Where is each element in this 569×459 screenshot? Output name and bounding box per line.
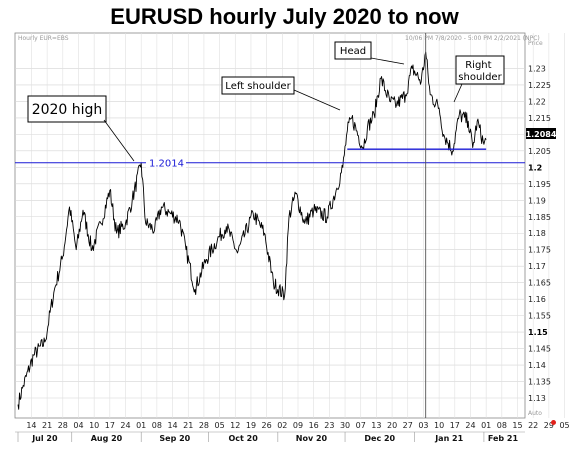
x-day-label: 10: [89, 421, 99, 430]
y-tick-label: 1.185: [528, 213, 551, 222]
x-day-label: 08: [152, 421, 162, 430]
x-day-label: 22: [528, 421, 538, 430]
callout-right-shoulder-text: Right shoulder: [458, 60, 502, 83]
callout-right-shoulder-line2: shoulder: [458, 72, 502, 83]
x-month-label: Nov 20: [296, 434, 328, 443]
x-day-label: 28: [199, 421, 209, 430]
x-day-label: 20: [387, 421, 397, 430]
callout-left-shoulder-box: [221, 76, 295, 95]
x-axis-ticks: 14 21 28 04 10 17 24 01 08 14 21 28 05 12 19 26 02 09 16 23…: [15, 421, 569, 443]
callout-head-pointer: [370, 57, 405, 65]
x-month-label: Feb 21: [488, 434, 519, 443]
y-tick-label: 1.215: [528, 114, 551, 123]
y-tick-label: 1.15: [528, 328, 548, 337]
chart-title: EURUSD hourly July 2020 to now: [110, 4, 459, 29]
x-day-label: 17: [450, 421, 460, 430]
level-lines: 1.2014: [15, 33, 525, 418]
y-tick-label: 1.19: [528, 196, 546, 205]
y-tick-label: 1.22: [528, 97, 546, 106]
y-axis-ticks: 1.13 1.135 1.14 1.145 1.15 1.155 1.16 1.165 1.17…: [528, 64, 551, 403]
x-day-label: 17: [105, 421, 115, 430]
callout-2020-high-pointer: [103, 119, 135, 162]
y-tick-label: 1.14: [528, 361, 546, 370]
header-left-label: Hourly EUR=EBS: [18, 35, 69, 42]
last-price-text: 1.2084: [526, 130, 557, 139]
x-day-label: 16: [309, 421, 319, 430]
x-month-label: Jul 20: [31, 434, 58, 443]
x-day-label: 26: [262, 421, 272, 430]
x-day-label: 10: [434, 421, 444, 430]
y-tick-label: 1.165: [528, 279, 551, 288]
callout-right-shoulder-box: [455, 55, 505, 85]
x-day-label: 01: [136, 421, 146, 430]
x-month-label: Oct 20: [228, 434, 258, 443]
x-month-label: Jan 21: [434, 434, 463, 443]
callout-2020-high-box: [27, 95, 107, 123]
x-day-label: 21: [183, 421, 193, 430]
y-tick-label: 1.175: [528, 246, 551, 255]
callout-head-text: Head: [340, 46, 366, 57]
y-tick-label: 1.145: [528, 345, 551, 354]
y-tick-label: 1.155: [528, 312, 551, 321]
x-day-label: 14: [26, 421, 36, 430]
x-day-label: 02: [277, 421, 287, 430]
y-tick-label: 1.17: [528, 262, 546, 271]
callout-left-shoulder-pointer: [293, 89, 341, 111]
x-day-label: 12: [230, 421, 240, 430]
callout-right-shoulder-line1: Right: [465, 60, 491, 71]
x-day-label: 15: [512, 421, 522, 430]
x-month-label: Aug 20: [91, 434, 123, 443]
red-dot-marker: [551, 420, 556, 425]
callout-left-shoulder-text: Left shoulder: [225, 81, 291, 92]
price-axis-label: Price: [528, 40, 543, 47]
x-day-label: 05: [559, 421, 569, 430]
y-tick-label: 1.205: [528, 147, 551, 156]
y-tick-label: 1.18: [528, 229, 546, 238]
axis-auto-label: Auto: [528, 410, 542, 417]
x-day-label: 08: [497, 421, 507, 430]
x-day-label: 23: [324, 421, 334, 430]
x-month-label: Sep 20: [159, 434, 190, 443]
price-line: [17, 51, 487, 410]
y-tick-label: 1.23: [528, 64, 546, 73]
x-day-label: 24: [120, 421, 130, 430]
x-day-label: 30: [340, 421, 350, 430]
y-tick-label: 1.135: [528, 378, 551, 387]
x-day-label: 09: [293, 421, 303, 430]
high-2020-level-label: 1.2014: [149, 159, 184, 170]
callout-2020-high-text: 2020 high: [32, 102, 103, 118]
y-tick-label: 1.16: [528, 295, 546, 304]
x-month-label: Dec 20: [364, 434, 395, 443]
x-day-label: 28: [58, 421, 68, 430]
x-day-label: 04: [73, 421, 83, 430]
price-series: [17, 51, 487, 410]
y-tick-label: 1.13: [528, 394, 546, 403]
header-right-label: 10/06 PM 7/8/2020 - 5:00 PM 2/2/2021 (NP…: [405, 35, 540, 42]
x-day-label: 05: [215, 421, 225, 430]
y-tick-label: 1.225: [528, 81, 551, 90]
high-2020-label-bg: [146, 156, 186, 168]
last-price-tag: [526, 128, 556, 139]
x-day-label: 13: [371, 421, 381, 430]
x-day-label: 07: [356, 421, 366, 430]
callout-head-box: [334, 41, 372, 60]
x-day-label: 03: [418, 421, 428, 430]
x-day-label: 29: [544, 421, 554, 430]
x-day-label: 01: [481, 421, 491, 430]
x-day-label: 19: [246, 421, 256, 430]
y-tick-label: 1.2: [528, 163, 542, 172]
x-day-label: 27: [403, 421, 413, 430]
y-tick-label: 1.195: [528, 180, 551, 189]
x-day-label: 24: [465, 421, 475, 430]
x-day-label: 14: [167, 421, 177, 430]
x-day-label: 21: [42, 421, 52, 430]
callout-right-shoulder-pointer: [453, 83, 463, 103]
